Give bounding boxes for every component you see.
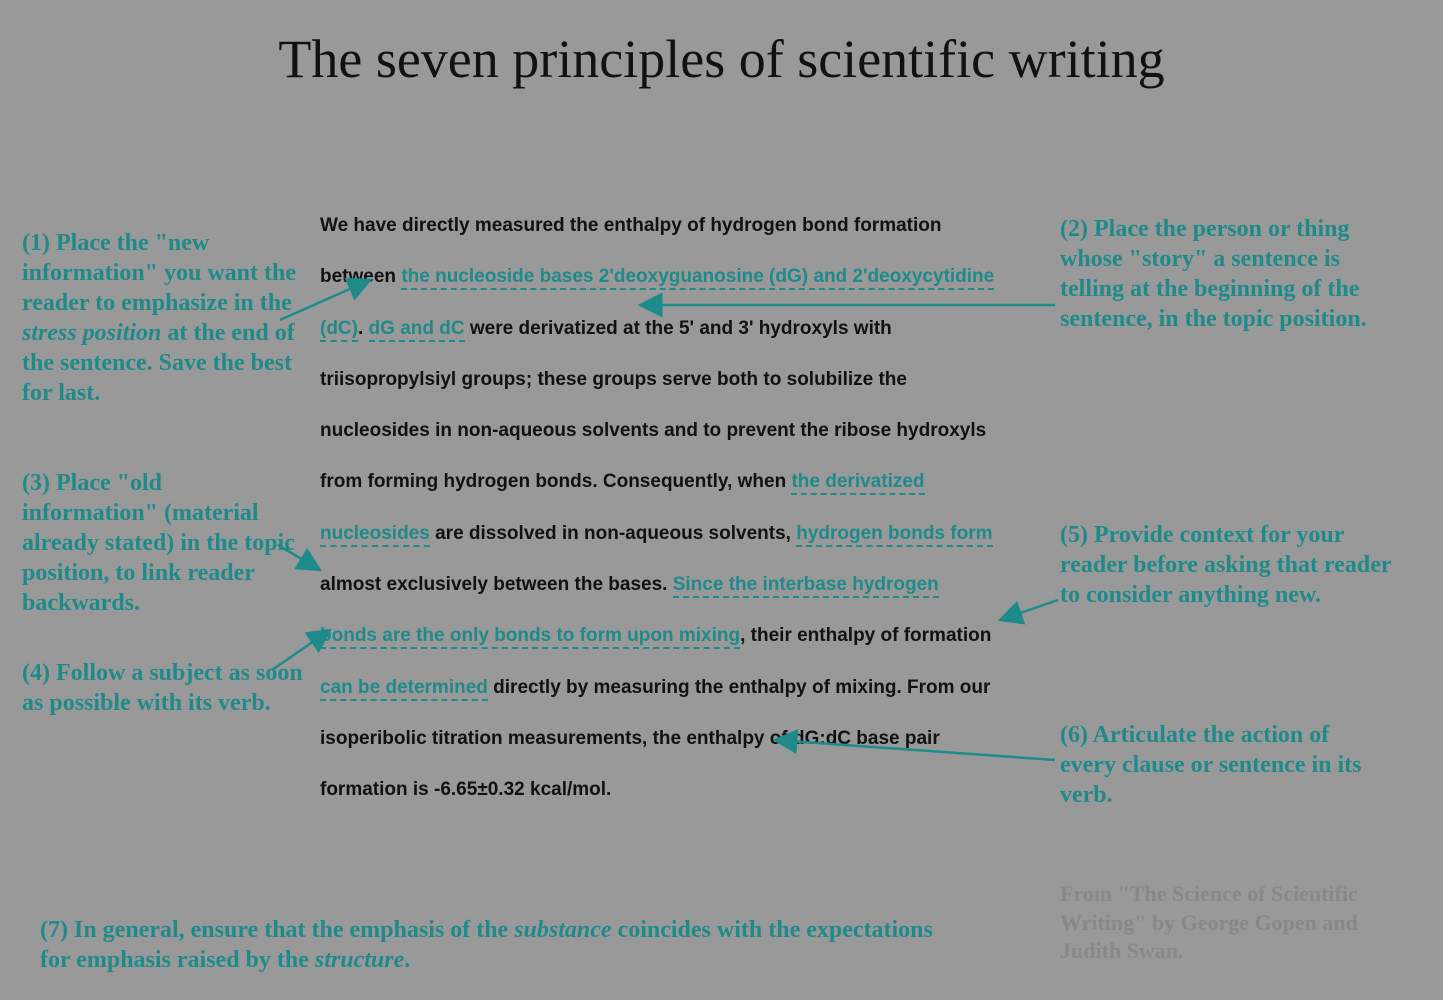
principle-5: (5) Provide context for your reader befo…	[1060, 520, 1400, 610]
passage-text: almost exclusively between the bases.	[320, 574, 673, 595]
passage-text: , their enthalpy of formation	[740, 625, 991, 646]
principle-7: (7) In general, ensure that the emphasis…	[40, 915, 960, 975]
highlight-topic-position: dG and dC	[369, 318, 465, 342]
principle-6: (6) Articulate the action of every claus…	[1060, 720, 1390, 810]
principle-1-em: stress position	[22, 320, 161, 346]
passage-text: are dissolved in non-aqueous solvents,	[430, 523, 796, 544]
page-title: The seven principles of scientific writi…	[0, 28, 1443, 90]
principle-7-pre: (7) In general, ensure that the emphasis…	[40, 917, 514, 943]
highlight-subject-verb: hydrogen bonds form	[796, 523, 992, 547]
principle-2: (2) Place the person or thing whose "sto…	[1060, 214, 1400, 334]
attribution: From "The Science of Scientific Writing"…	[1060, 880, 1390, 966]
principle-7-post: .	[404, 947, 410, 973]
principle-1: (1) Place the "new information" you want…	[22, 228, 302, 408]
passage-text: .	[358, 318, 369, 339]
arrow-p5	[1000, 600, 1058, 620]
highlight-verb-action: can be determined	[320, 677, 488, 701]
passage-text: were derivatized at the 5' and 3' hydrox…	[320, 318, 986, 493]
principle-4: (4) Follow a subject as soon as possible…	[22, 658, 312, 718]
example-passage: We have directly measured the enthalpy o…	[320, 200, 1000, 816]
principle-1-pre: (1) Place the "new information" you want…	[22, 230, 296, 316]
principle-7-em1: substance	[514, 917, 611, 943]
principle-7-em2: structure	[315, 947, 404, 973]
principle-3: (3) Place "old information" (material al…	[22, 468, 302, 618]
